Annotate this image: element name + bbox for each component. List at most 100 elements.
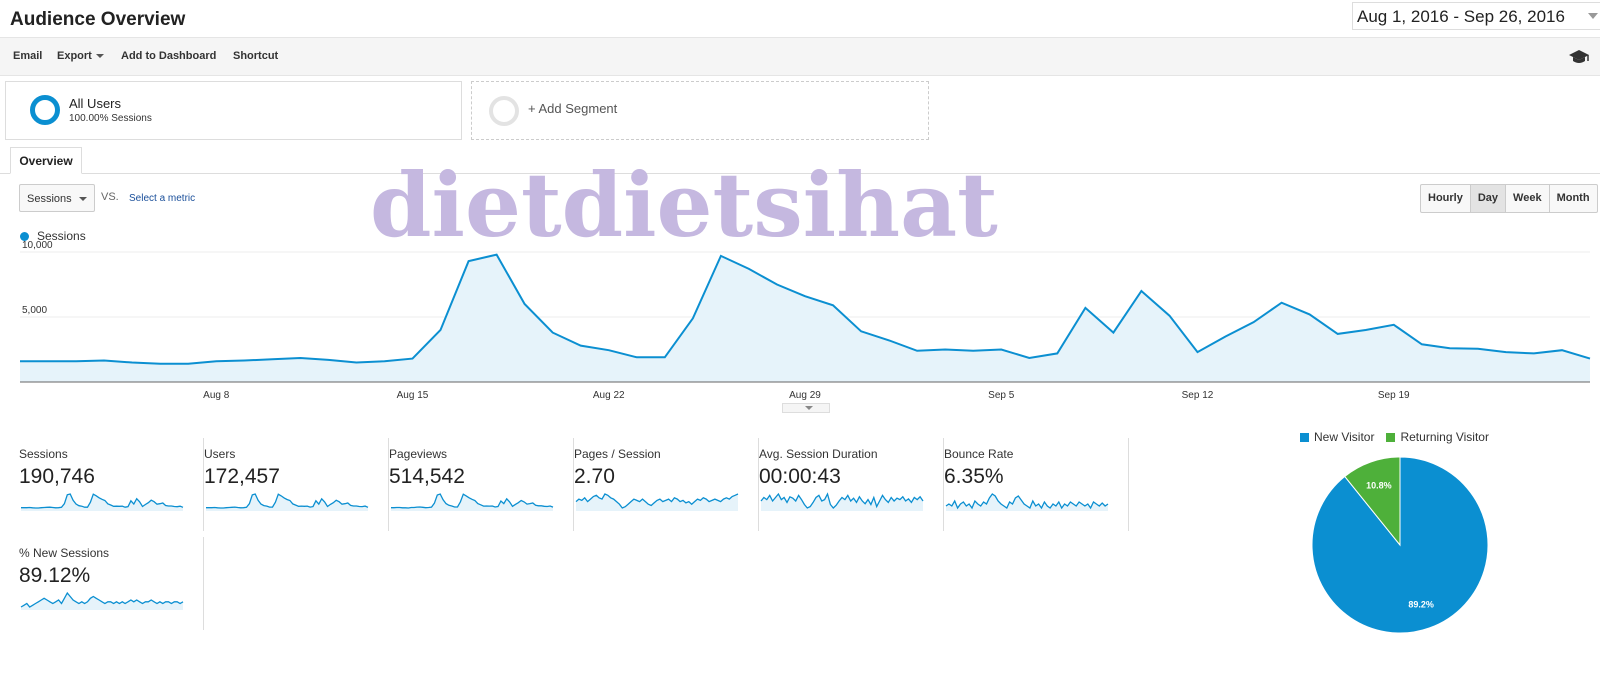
sparkline-line	[20, 591, 184, 608]
chevron-down-icon	[95, 54, 104, 59]
metric-value: 190,746	[19, 465, 95, 488]
metric-sparkline	[760, 492, 924, 511]
sparkline-area	[576, 494, 738, 511]
watermark: dietdietsihat	[370, 153, 998, 257]
metric-label: Pages / Session	[574, 447, 661, 461]
legend-swatch-icon	[1300, 432, 1309, 442]
x-tick-label: Aug 15	[397, 390, 429, 400]
metric-tile[interactable]: Sessions 190,746	[19, 438, 204, 531]
metric-sparkline	[575, 493, 739, 511]
granularity-day[interactable]: Day	[1469, 185, 1506, 212]
sessions-line	[20, 253, 1591, 365]
add-to-dashboard-button[interactable]: Add to Dashboard	[121, 50, 217, 62]
pie-legend: New Visitor Returning Visitor	[1300, 430, 1489, 444]
sparkline-line	[391, 493, 554, 509]
metric-value: 2.70	[574, 465, 615, 488]
legend-swatch-icon	[1386, 432, 1396, 442]
add-segment-label: + Add Segment	[528, 101, 618, 116]
metric-value: 172,457	[204, 465, 280, 488]
sessions-area	[20, 254, 1590, 382]
visitor-type-pie-chart: 89.2% 10.8%	[1311, 456, 1489, 634]
legend-dot-icon	[20, 232, 29, 241]
sparkline-line	[206, 493, 369, 509]
segment-name: All Users	[69, 96, 122, 111]
pie-slice-returning-visitor[interactable]	[1344, 456, 1401, 547]
metric-label: Pageviews	[389, 447, 448, 461]
export-label: Export	[57, 50, 92, 62]
tab-divider	[0, 173, 1600, 174]
granularity-month[interactable]: Month	[1548, 185, 1597, 212]
metric-value: 514,542	[389, 465, 465, 488]
y-tick-label: 5,000	[22, 305, 47, 316]
x-tick-label: Sep 19	[1378, 390, 1410, 400]
email-button[interactable]: Email	[13, 50, 43, 62]
metric-sparkline	[20, 591, 184, 610]
sparkline-area	[761, 494, 923, 511]
tab-overview[interactable]: Overview	[10, 147, 82, 174]
metric-label: Sessions	[19, 447, 68, 461]
add-segment-button[interactable]: + Add Segment	[471, 81, 929, 140]
y-tick-label: 10,000	[22, 240, 53, 251]
vs-label: VS.	[101, 191, 119, 203]
segment-ring-icon	[30, 95, 60, 125]
metric-tile[interactable]: Users 172,457	[204, 438, 389, 531]
metric-label: % New Sessions	[19, 546, 110, 560]
metric-tile[interactable]: Pages / Session 2.70	[574, 438, 759, 531]
segment-sessions-percent: 100.00% Sessions	[69, 113, 152, 124]
granularity-hourly[interactable]: Hourly	[1428, 192, 1463, 204]
legend-label-new-visitor: New Visitor	[1314, 430, 1375, 444]
sparkline-area	[21, 494, 183, 511]
x-tick-label: Aug 8	[203, 390, 230, 400]
sparkline-line	[575, 493, 739, 509]
metric-select-value: Sessions	[27, 193, 72, 205]
sparkline-area	[946, 494, 1108, 511]
sparkline-area	[391, 494, 553, 511]
legend-label: Sessions	[37, 229, 86, 243]
chevron-down-icon	[1588, 13, 1598, 19]
chevron-down-icon	[805, 406, 813, 410]
page-title: Audience Overview	[10, 9, 186, 30]
sparkline-area	[21, 593, 183, 610]
shortcut-button[interactable]: Shortcut	[233, 50, 279, 62]
metric-tile[interactable]: % New Sessions 89.12%	[19, 537, 204, 630]
report-toolbar: Email Export Add to Dashboard Shortcut	[0, 37, 1600, 76]
metric-value: 6.35%	[944, 465, 1004, 488]
metric-label: Bounce Rate	[944, 447, 1014, 461]
select-metric-link[interactable]: Select a metric	[129, 193, 196, 204]
pie-data-label: 89.2%	[1408, 600, 1434, 610]
sparkline-area	[206, 494, 368, 511]
segment-all-users[interactable]: All Users 100.00% Sessions	[5, 81, 462, 140]
metric-value: 89.12%	[19, 564, 91, 587]
granularity-week[interactable]: Week	[1505, 185, 1549, 212]
x-tick-label: Sep 12	[1182, 390, 1214, 400]
metric-sparkline	[391, 493, 554, 511]
sparkline-line	[760, 492, 924, 509]
export-button[interactable]: Export	[57, 50, 104, 62]
sessions-chart: 10,000 5,000 Aug 8 Aug 15 Aug 22 Aug 29 Sep 5 S…	[20, 240, 1591, 400]
legend-label-returning-visitor: Returning Visitor	[1400, 430, 1489, 444]
metric-sparkline	[206, 493, 369, 511]
metric-sparkline	[945, 493, 1109, 511]
metric-value: 00:00:43	[759, 465, 841, 488]
metric-label: Users	[204, 447, 236, 461]
x-tick-label: Aug 22	[593, 390, 625, 400]
x-tick-label: Sep 5	[988, 390, 1015, 400]
metric-label: Avg. Session Duration	[759, 447, 878, 461]
x-tick-label: Aug 29	[789, 390, 821, 400]
chart-resize-handle[interactable]	[782, 403, 830, 413]
date-range-picker[interactable]: Aug 1, 2016 - Sep 26, 2016	[1352, 2, 1600, 30]
pie-data-label: 10.8%	[1366, 480, 1392, 490]
legend-item-returning-visitor: Returning Visitor	[1386, 430, 1489, 444]
sparkline-line	[945, 493, 1109, 510]
metric-tile[interactable]: Pageviews 514,542	[389, 438, 574, 531]
metric-tile[interactable]: Avg. Session Duration 00:00:43	[759, 438, 944, 531]
segment-placeholder-icon	[489, 96, 519, 126]
metric-select[interactable]: Sessions	[19, 184, 95, 212]
legend-item-new-visitor: New Visitor	[1300, 430, 1374, 444]
date-range-label: Aug 1, 2016 - Sep 26, 2016	[1357, 7, 1565, 26]
graduation-cap-icon[interactable]	[1568, 49, 1590, 65]
metric-sparkline	[21, 493, 184, 511]
granularity-toggle: Hourly Day Week Month	[1420, 184, 1598, 213]
metric-tile[interactable]: Bounce Rate 6.35%	[944, 438, 1129, 531]
chevron-down-icon	[79, 197, 87, 201]
